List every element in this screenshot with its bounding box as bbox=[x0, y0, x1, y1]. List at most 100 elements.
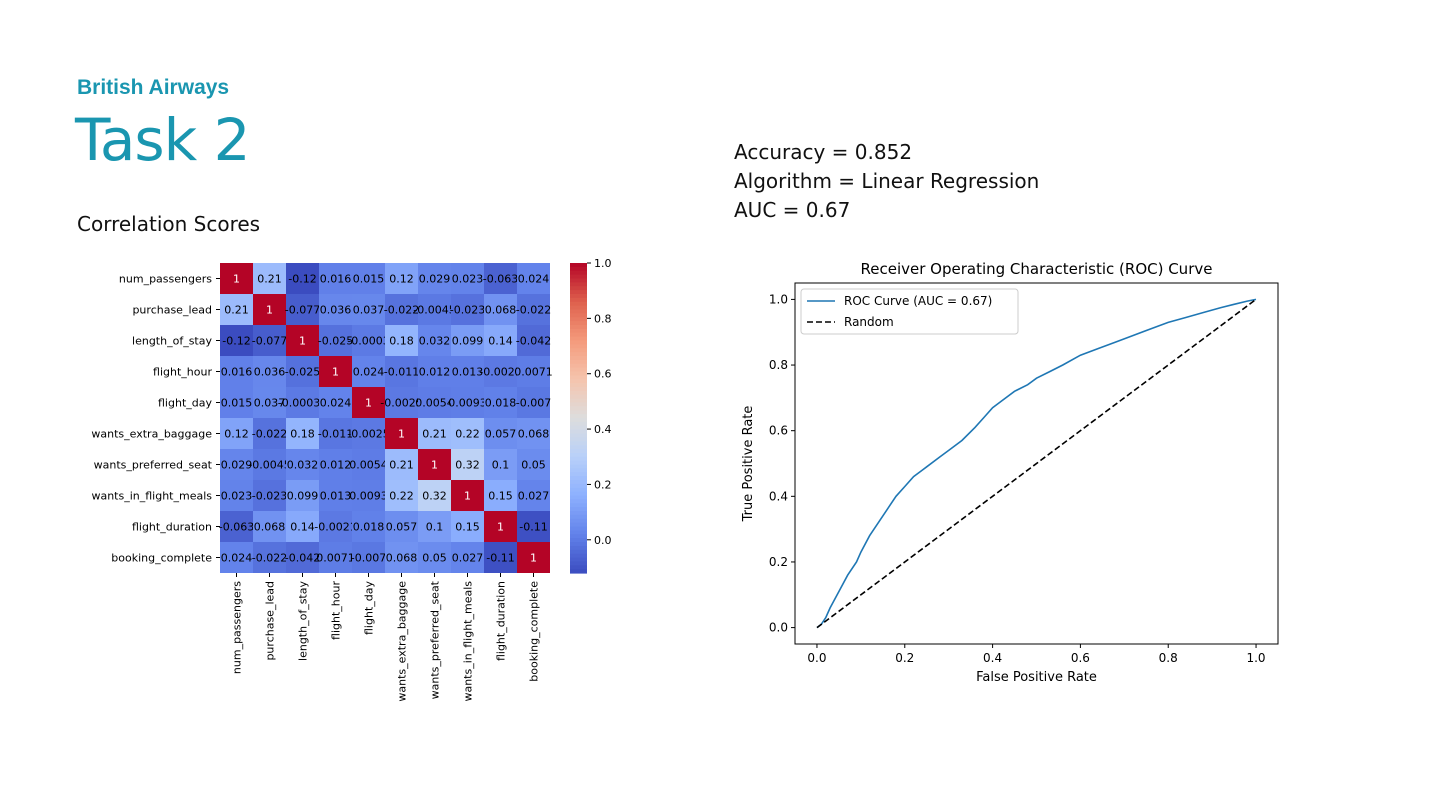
heatmap-cell bbox=[517, 356, 550, 387]
roc-curve-line bbox=[816, 298, 1257, 629]
colorbar-segment bbox=[570, 301, 587, 307]
heatmap-cell bbox=[418, 356, 451, 387]
heatmap-cell bbox=[220, 511, 253, 542]
heatmap-cell-label: -0.0003 bbox=[347, 335, 389, 348]
colorbar-segment bbox=[570, 398, 587, 404]
heatmap-cell-label: -0.0021 bbox=[479, 366, 521, 379]
heatmap-cell bbox=[220, 325, 253, 356]
colorbar-segment bbox=[570, 480, 587, 485]
heatmap-cell bbox=[286, 325, 319, 356]
colorbar-segment bbox=[570, 437, 587, 442]
colorbar-segment bbox=[570, 499, 587, 504]
heatmap-cell-label: 0.0054 bbox=[349, 459, 388, 472]
heatmap-cell bbox=[319, 294, 352, 325]
heatmap-cell bbox=[253, 449, 286, 480]
heatmap-cell-label: 1 bbox=[431, 459, 438, 472]
heatmap-cell bbox=[517, 542, 550, 573]
roc-x-tick-label: 1.0 bbox=[1246, 651, 1265, 665]
heatmap-cell-label: -0.025 bbox=[318, 335, 353, 348]
colorbar-segment bbox=[570, 542, 587, 547]
heatmap-cell bbox=[451, 542, 484, 573]
colorbar-segment bbox=[570, 522, 587, 528]
heatmap-cell bbox=[451, 294, 484, 325]
heatmap-cell-label: 0.0093 bbox=[349, 490, 388, 503]
heatmap-cell-label: 0.05 bbox=[422, 552, 447, 565]
colorbar-segment bbox=[570, 282, 587, 287]
heatmap-cell-label: 0.14 bbox=[488, 335, 513, 348]
colorbar-segment bbox=[570, 278, 587, 283]
heatmap-cell bbox=[484, 356, 517, 387]
colorbar-segment bbox=[570, 352, 587, 357]
colorbar-segment bbox=[570, 274, 587, 280]
heatmap-cell bbox=[352, 325, 385, 356]
heatmap-cell bbox=[385, 294, 418, 325]
heatmap-cell-label: 0.21 bbox=[224, 304, 249, 317]
heatmap-cell-label: 0.099 bbox=[287, 490, 319, 503]
heatmap-cell bbox=[220, 542, 253, 573]
colorbar-segment bbox=[570, 565, 587, 570]
heatmap-cell-label: 0.024 bbox=[353, 366, 385, 379]
heatmap-cell-label: -0.00031 bbox=[278, 397, 327, 410]
colorbar-segment bbox=[570, 348, 587, 353]
heatmap-cell-label: -0.12 bbox=[288, 273, 316, 286]
heatmap-cell bbox=[286, 387, 319, 418]
colorbar-segment bbox=[570, 394, 587, 400]
heatmap-cell bbox=[451, 418, 484, 449]
colorbar-segment bbox=[570, 518, 587, 524]
heatmap-cell-label: 0.015 bbox=[221, 397, 253, 410]
colorbar-segment bbox=[570, 503, 587, 508]
heatmap-cell bbox=[517, 294, 550, 325]
colorbar-segment bbox=[570, 379, 587, 384]
roc-y-tick-label: 0.0 bbox=[769, 621, 788, 635]
colorbar-segment bbox=[570, 449, 587, 454]
heatmap-cell-label: 1 bbox=[233, 273, 240, 286]
colorbar-segment bbox=[570, 263, 587, 268]
heatmap-cell-label: 0.015 bbox=[353, 273, 385, 286]
heatmap-x-tick-label: wants_preferred_seat bbox=[429, 580, 442, 699]
algorithm-text: Algorithm = Linear Regression bbox=[734, 169, 1040, 193]
colorbar-segment bbox=[570, 325, 587, 330]
colorbar-segment bbox=[570, 569, 587, 574]
heatmap-cell-label: -0.023 bbox=[252, 490, 287, 503]
heatmap-cell-label: 0.037 bbox=[353, 304, 385, 317]
heatmap-cell-label: 1 bbox=[464, 490, 471, 503]
random-baseline-line bbox=[816, 298, 1257, 629]
colorbar-segment bbox=[570, 375, 587, 380]
roc-y-tick-label: 1.0 bbox=[769, 292, 788, 306]
heatmap-cell-label: -0.007 bbox=[516, 397, 551, 410]
colorbar-segment bbox=[570, 402, 587, 407]
heatmap-cell bbox=[286, 449, 319, 480]
heatmap-cell bbox=[385, 542, 418, 573]
colorbar-segment bbox=[570, 557, 587, 562]
colorbar-tick-label: 0.0 bbox=[594, 534, 612, 547]
heatmap-cell bbox=[418, 418, 451, 449]
roc-chart-title: Receiver Operating Characteristic (ROC) … bbox=[861, 260, 1213, 278]
colorbar-segment bbox=[570, 507, 587, 512]
heatmap-cell bbox=[352, 418, 385, 449]
heatmap-cell-label: 0.013 bbox=[320, 490, 352, 503]
heatmap-cell-label: 0.18 bbox=[389, 335, 414, 348]
roc-plot-frame bbox=[794, 282, 1279, 645]
brand-name: British Airways bbox=[77, 76, 230, 99]
roc-legend-box bbox=[800, 288, 1019, 335]
heatmap-cell bbox=[517, 511, 550, 542]
heatmap-cell-label: -0.077 bbox=[252, 335, 287, 348]
heatmap-cell-label: 0.012 bbox=[320, 459, 352, 472]
heatmap-cell bbox=[253, 294, 286, 325]
heatmap-cell-label: 0.027 bbox=[518, 490, 550, 503]
heatmap-cell bbox=[451, 511, 484, 542]
colorbar-tick-label: 0.4 bbox=[594, 423, 612, 436]
heatmap-cell bbox=[319, 418, 352, 449]
heatmap-cell bbox=[385, 263, 418, 294]
heatmap-cell-label: 0.1 bbox=[492, 459, 510, 472]
heatmap-cell-label: 0.029 bbox=[221, 459, 253, 472]
heatmap-cell bbox=[484, 294, 517, 325]
roc-y-tick-label: 0.2 bbox=[769, 555, 788, 569]
heatmap-cell-label: -0.011 bbox=[384, 366, 419, 379]
heatmap-cell-label: 0.023 bbox=[452, 273, 484, 286]
colorbar-segment bbox=[570, 418, 587, 423]
roc-x-axis-label: False Positive Rate bbox=[976, 670, 1097, 685]
heatmap-cell bbox=[385, 511, 418, 542]
heatmap-x-tick-label: wants_in_flight_meals bbox=[462, 581, 475, 702]
heatmap-x-tick-label: booking_complete bbox=[528, 581, 541, 682]
